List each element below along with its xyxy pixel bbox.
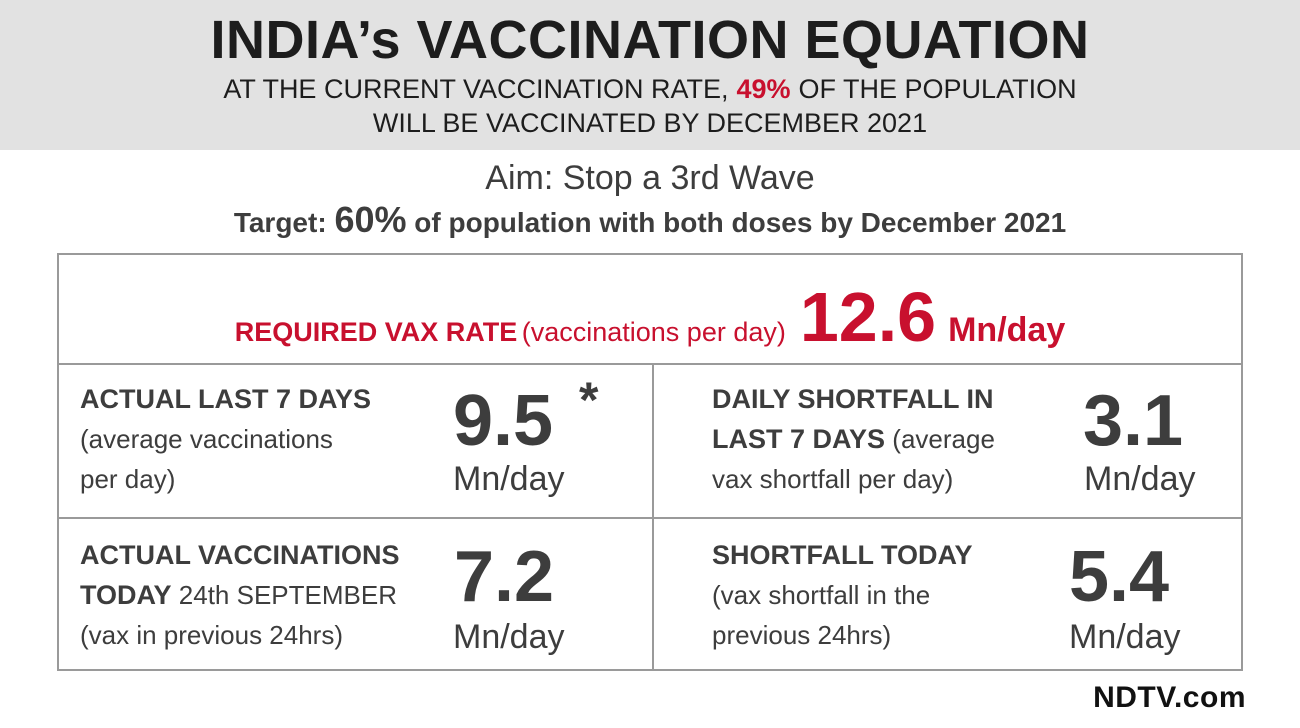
header-banner: INDIA’s VACCINATION EQUATION AT THE CURR… [0, 0, 1300, 150]
required-rate-value: 12.6 [799, 278, 937, 356]
stats-box: REQUIRED VAX RATE (vaccinations per day)… [57, 253, 1243, 671]
divider-horizontal-1 [59, 363, 1241, 365]
target-text: Target: 60% of population with both dose… [0, 200, 1300, 243]
cell-value: 7.2 [454, 537, 555, 617]
subtitle-line-2: WILL BE VACCINATED BY DECEMBER 2021 [372, 108, 928, 138]
cell-desc-inline: 24th SEPTEMBER [171, 580, 397, 610]
subtitle-line-1-before: AT THE CURRENT VACCINATION RATE, [223, 74, 729, 104]
cell-title: ACTUAL VACCINATIONS [80, 540, 400, 570]
cell-desc-1: (average vaccinations [80, 424, 333, 454]
cell-actual-last-7-days: ACTUAL LAST 7 DAYS (average vaccinations… [80, 379, 371, 499]
divider-vertical [652, 363, 654, 669]
target-suffix: of population with both doses by Decembe… [406, 207, 1067, 238]
cell-title: ACTUAL LAST 7 DAYS [80, 384, 372, 414]
cell-actual-vaccinations-today: ACTUAL VACCINATIONS TODAY 24th SEPTEMBER… [80, 535, 400, 655]
required-rate-row: REQUIRED VAX RATE (vaccinations per day)… [59, 277, 1241, 357]
aim-text: Aim: Stop a 3rd Wave [485, 159, 815, 197]
cell-title-2: LAST 7 DAYS (average [712, 419, 995, 459]
cell-unit: Mn/day [1084, 460, 1196, 498]
cell-title: SHORTFALL TODAY [712, 540, 973, 570]
cell-value: 9.5 [453, 381, 554, 461]
cell-title-2-text: TODAY [80, 580, 172, 610]
required-rate-paren: (vaccinations per day) [521, 317, 786, 347]
cell-shortfall-today: SHORTFALL TODAY (vax shortfall in the pr… [712, 535, 973, 655]
subtitle-line-1-after: OF THE POPULATION [798, 74, 1077, 104]
cell-unit: Mn/day [453, 618, 565, 656]
cell-title: DAILY SHORTFALL IN [712, 384, 994, 414]
cell-unit: Mn/day [1069, 618, 1181, 656]
cell-daily-shortfall: DAILY SHORTFALL IN LAST 7 DAYS (average … [712, 379, 995, 499]
target-percent: 60% [334, 199, 407, 240]
cell-value: 5.4 [1069, 537, 1170, 617]
cell-title-2: TODAY 24th SEPTEMBER [80, 575, 400, 615]
asterisk-icon: * [579, 372, 599, 428]
divider-horizontal-2 [59, 517, 1241, 519]
subtitle-percent: 49% [736, 74, 791, 104]
required-rate-unit: Mn/day [948, 311, 1066, 349]
cell-title-2-text: LAST 7 DAYS [712, 424, 886, 454]
page-title: INDIA’s VACCINATION EQUATION [210, 10, 1090, 70]
cell-desc-1: (vax shortfall in the [712, 580, 931, 610]
cell-desc-2: per day) [80, 464, 176, 494]
cell-desc-2: previous 24hrs) [712, 620, 892, 650]
cell-value: 3.1 [1083, 381, 1184, 461]
required-rate-label: REQUIRED VAX RATE [234, 317, 518, 347]
cell-unit: Mn/day [453, 460, 565, 498]
ndtv-logo[interactable]: NDTV.com [1093, 681, 1246, 714]
cell-desc-inline: (average [885, 424, 995, 454]
subtitle-line-1: AT THE CURRENT VACCINATION RATE, 49% OF TH… [0, 74, 1300, 104]
target-prefix: Target: [233, 207, 335, 238]
cell-desc-2: vax shortfall per day) [712, 464, 954, 494]
cell-desc-2: (vax in previous 24hrs) [80, 620, 343, 650]
